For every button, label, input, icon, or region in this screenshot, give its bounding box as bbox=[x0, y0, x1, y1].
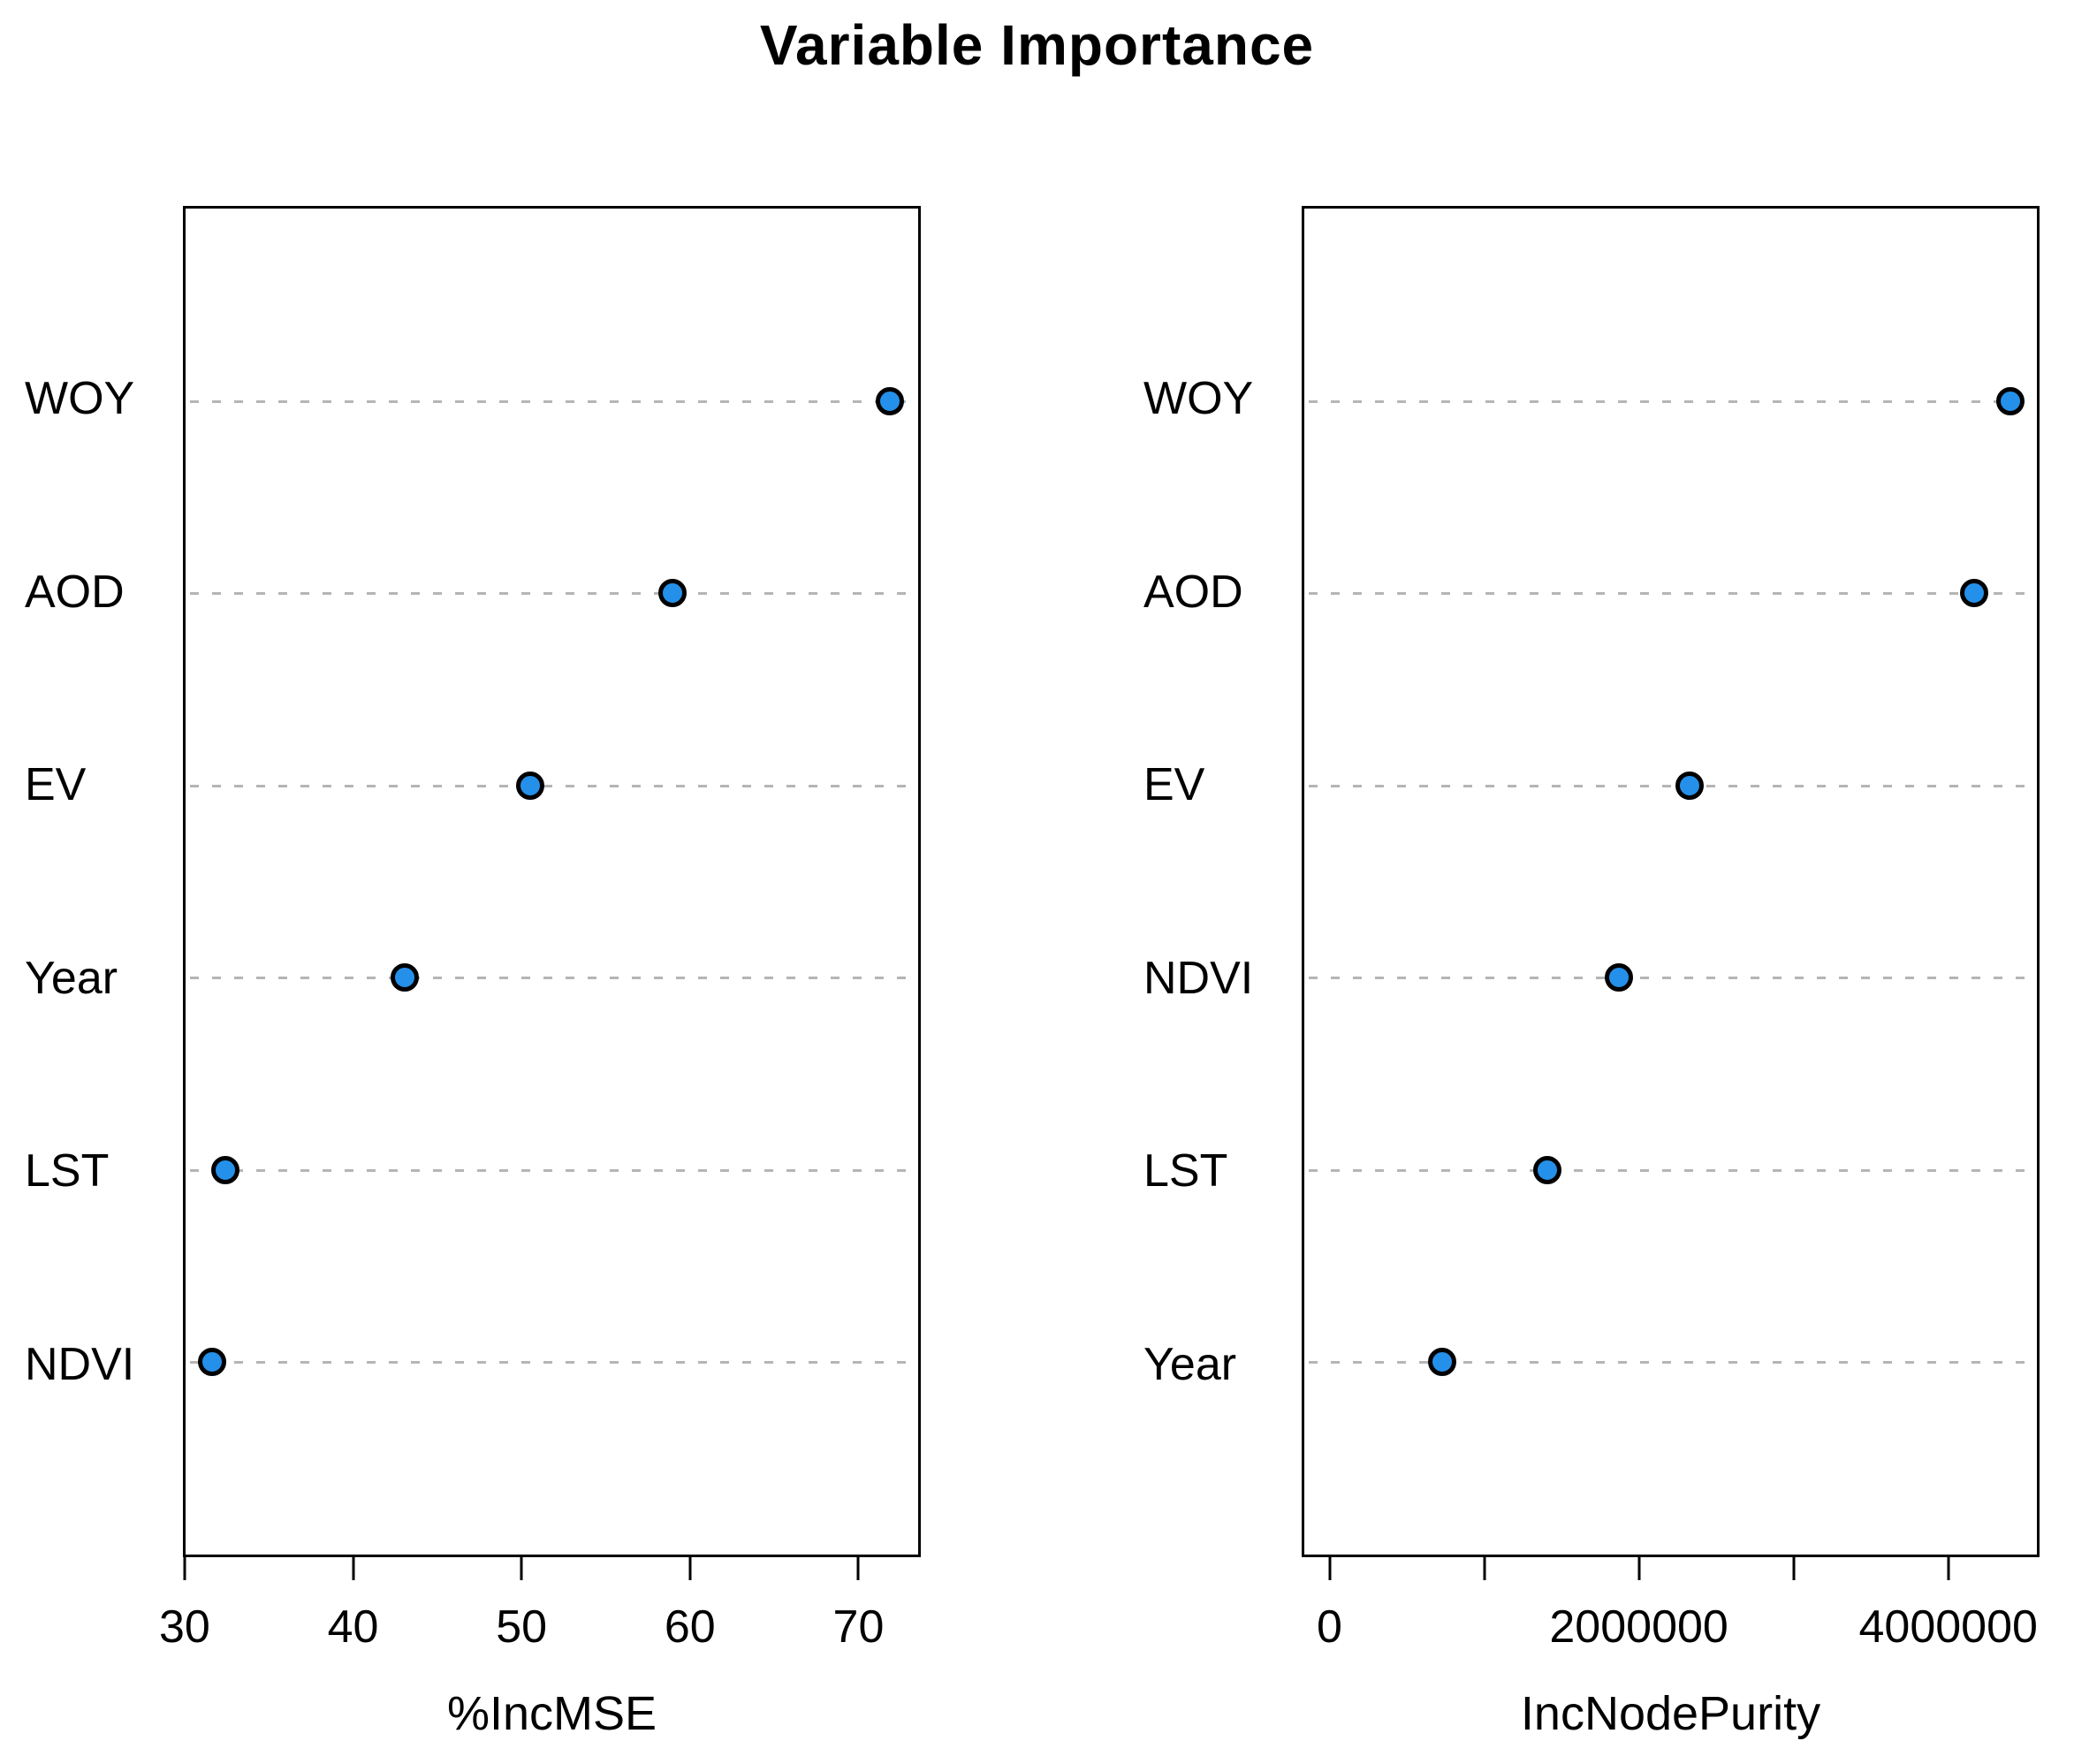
category-label: WOY bbox=[1143, 373, 1254, 425]
grid-line bbox=[1309, 592, 2032, 596]
grid-line bbox=[190, 1361, 914, 1365]
x-tick-label: 60 bbox=[664, 1601, 716, 1653]
data-point bbox=[875, 386, 904, 415]
grid-line bbox=[1309, 1168, 2032, 1172]
category-label: EV bbox=[1143, 759, 1205, 811]
x-tick-label: 2000000 bbox=[1549, 1601, 1728, 1653]
data-point bbox=[657, 579, 687, 608]
category-label: Year bbox=[25, 952, 118, 1004]
right-x-axis: 0 2000000 4000000 bbox=[1302, 1555, 2040, 1687]
right-category-labels: WOY AOD EV NDVI LST Year bbox=[1143, 206, 1298, 1557]
x-tick-mark bbox=[352, 1557, 355, 1580]
right-plot-area bbox=[1302, 206, 2040, 1557]
x-tick-mark bbox=[856, 1557, 860, 1580]
grid-line bbox=[1309, 399, 2032, 403]
x-tick-mark bbox=[1637, 1557, 1641, 1580]
left-x-axis-label: %IncMSE bbox=[446, 1687, 657, 1740]
data-point bbox=[1428, 1348, 1457, 1377]
left-x-axis: 30 40 50 60 70 bbox=[159, 1555, 921, 1687]
category-label: NDVI bbox=[25, 1338, 135, 1390]
x-tick-label: 50 bbox=[496, 1601, 548, 1653]
x-tick-mark bbox=[1328, 1557, 1331, 1580]
grid-line bbox=[1309, 784, 2032, 787]
x-tick-mark bbox=[688, 1557, 692, 1580]
right-x-axis-label: IncNodePurity bbox=[1520, 1687, 1821, 1740]
grid-line bbox=[190, 784, 914, 787]
category-label: LST bbox=[25, 1145, 110, 1198]
left-category-labels: WOY AOD EV Year LST NDVI bbox=[25, 206, 179, 1557]
grid-line bbox=[1309, 1361, 2032, 1365]
x-tick-mark bbox=[1792, 1557, 1796, 1580]
data-point bbox=[390, 963, 419, 992]
left-plot-area bbox=[183, 206, 921, 1557]
category-label: AOD bbox=[1143, 566, 1243, 618]
x-tick-label: 4000000 bbox=[1858, 1601, 2038, 1653]
x-tick-mark bbox=[183, 1557, 186, 1580]
x-tick-mark bbox=[1483, 1557, 1486, 1580]
category-label: Year bbox=[1143, 1338, 1237, 1390]
category-label: NDVI bbox=[1143, 952, 1254, 1004]
category-label: EV bbox=[25, 759, 87, 811]
category-label: AOD bbox=[25, 566, 125, 618]
grid-line bbox=[190, 399, 914, 403]
data-point bbox=[1532, 1155, 1561, 1184]
grid-line bbox=[190, 1168, 914, 1172]
x-tick-mark bbox=[1947, 1557, 1950, 1580]
data-point bbox=[211, 1155, 240, 1184]
x-tick-label: 40 bbox=[327, 1601, 379, 1653]
data-point bbox=[1605, 963, 1634, 992]
data-point bbox=[1996, 386, 2025, 415]
grid-line bbox=[190, 977, 914, 980]
data-point bbox=[198, 1348, 227, 1377]
x-tick-mark bbox=[520, 1557, 523, 1580]
data-point bbox=[515, 771, 544, 800]
x-tick-label: 0 bbox=[1317, 1601, 1342, 1653]
data-point bbox=[1675, 771, 1705, 800]
x-tick-label: 30 bbox=[158, 1601, 210, 1653]
chart-title: Variable Importance bbox=[759, 13, 1315, 77]
grid-line bbox=[1309, 977, 2032, 980]
x-tick-label: 70 bbox=[832, 1601, 885, 1653]
category-label: WOY bbox=[25, 373, 135, 425]
grid-line bbox=[190, 592, 914, 596]
category-label: LST bbox=[1143, 1145, 1228, 1198]
data-point bbox=[1959, 579, 1988, 608]
